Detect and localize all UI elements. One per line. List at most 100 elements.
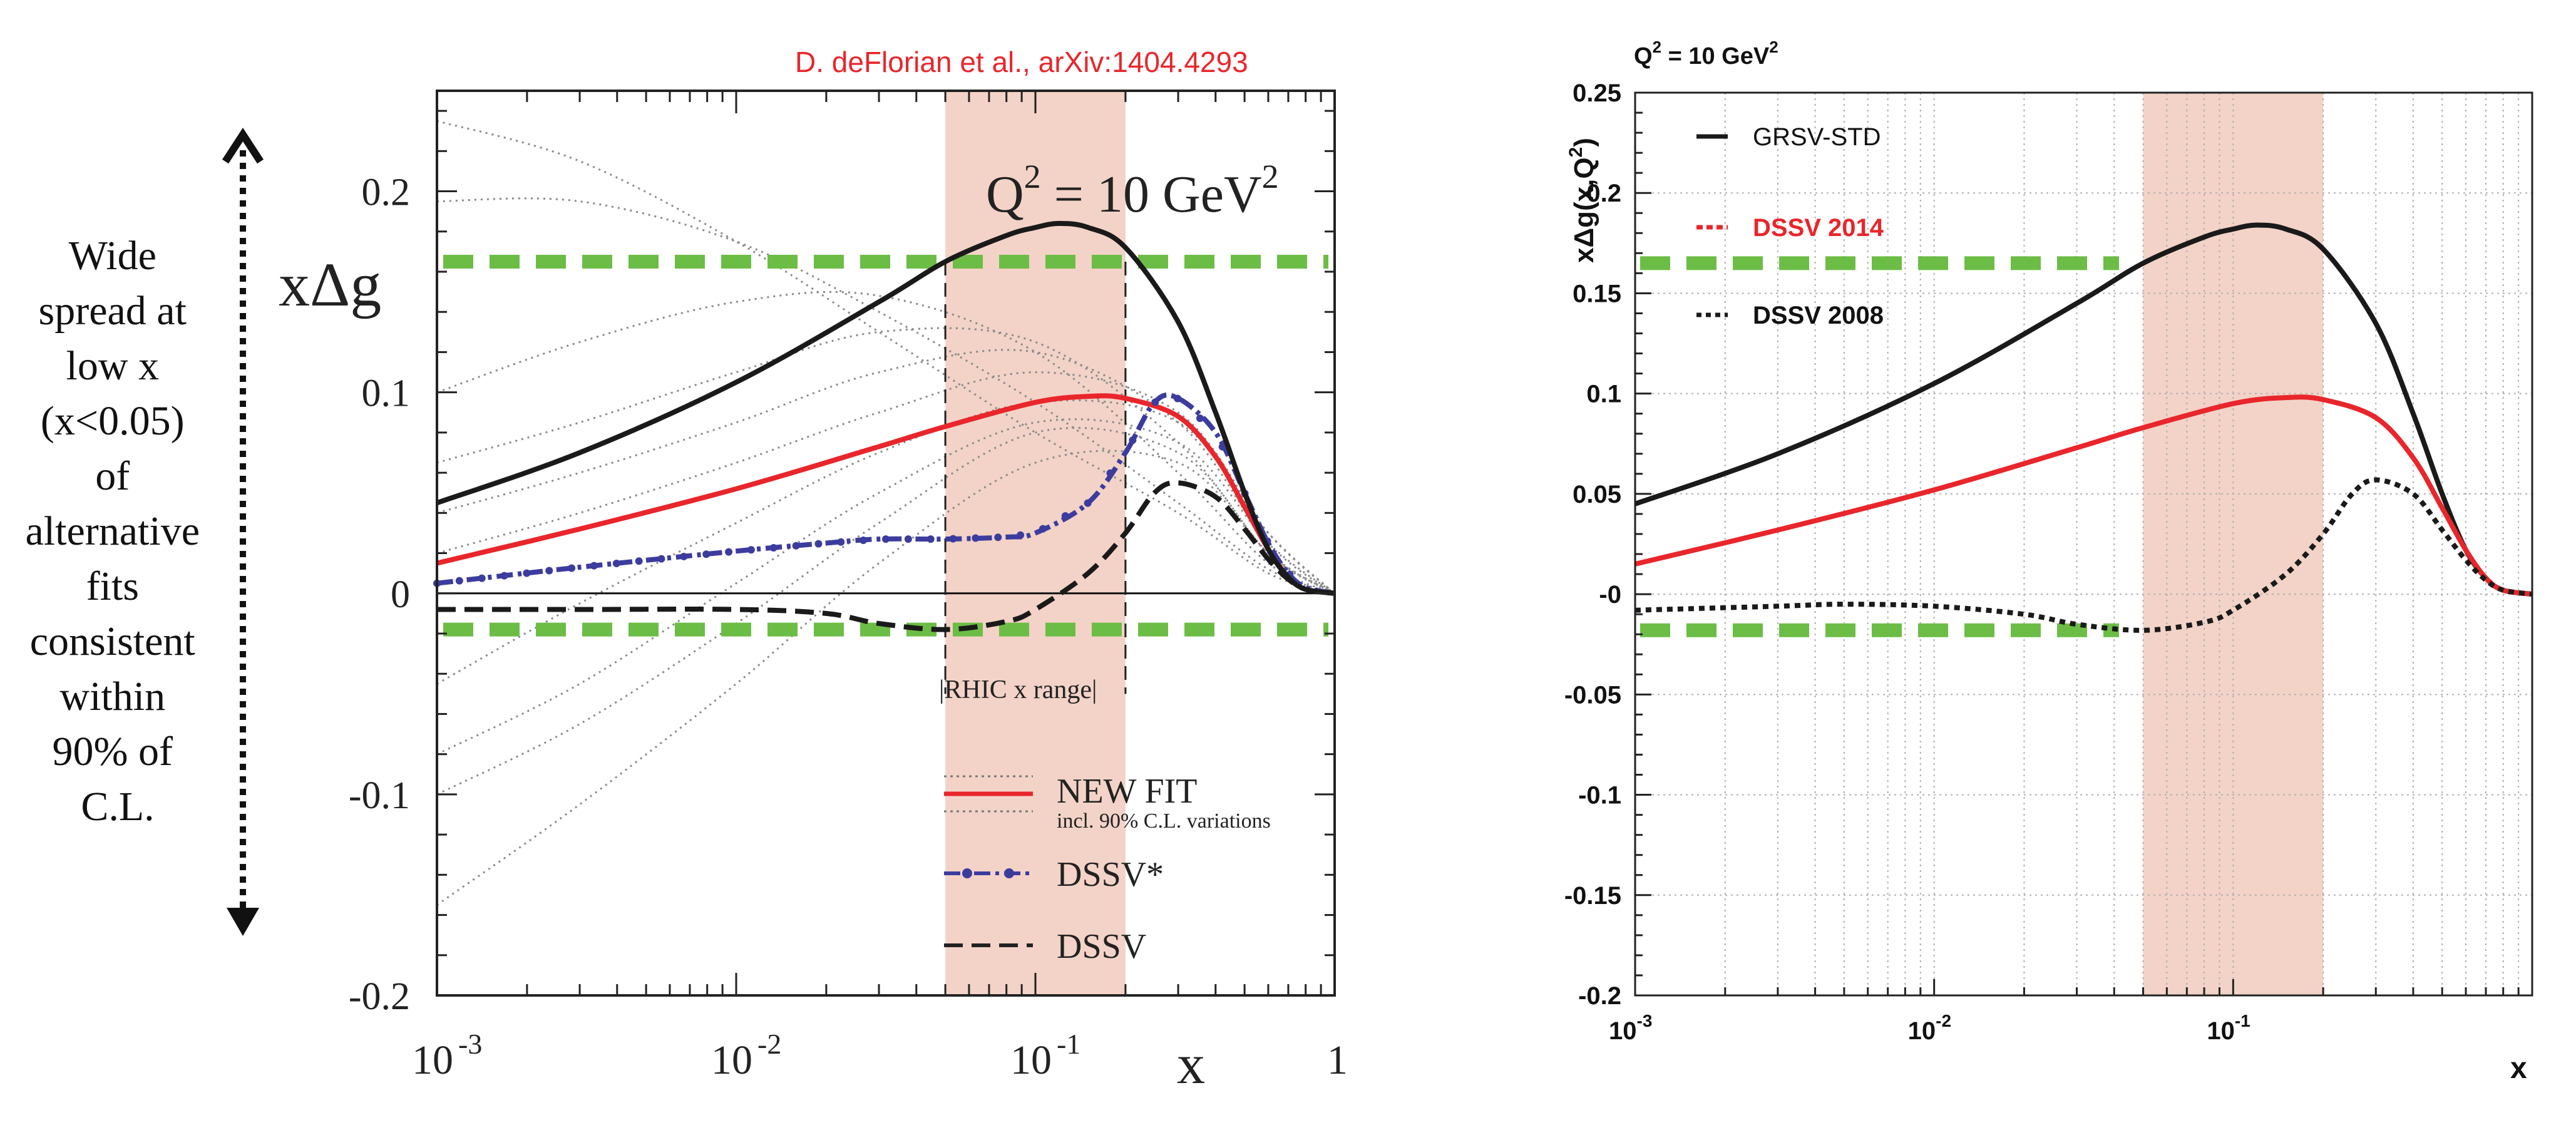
- y-tick-label: -0.15: [1564, 882, 1621, 910]
- x-tick-exponent: -3: [1637, 1011, 1653, 1030]
- legend-new-fit-label: NEW FIT: [1057, 772, 1198, 811]
- annotation-line: 90% of: [53, 729, 173, 774]
- legend-dssv2008-label: DSSV 2008: [1753, 302, 1884, 329]
- right-ticks: [1634, 91, 2520, 997]
- left-legend: NEW FIT incl. 90% C.L. variations DSSV* …: [944, 772, 1271, 966]
- x-tick-label: 10-1: [1010, 1028, 1080, 1083]
- dssv-star-marker: [702, 550, 711, 558]
- y-tick-label: -0.2: [349, 975, 410, 1018]
- y-tick-label: -0: [1599, 581, 1621, 609]
- x-tick-exponent: -2: [757, 1028, 781, 1060]
- x-tick-base: 10: [412, 1037, 453, 1083]
- y-tick-label: 0.1: [1586, 381, 1621, 408]
- variation-curve: [436, 418, 1335, 756]
- y-tick-label: 0: [391, 573, 410, 616]
- annotation-line: low x: [66, 343, 160, 389]
- annotation-line: C.L.: [81, 784, 154, 830]
- dssv-star-marker: [1218, 443, 1226, 451]
- dssv-2008-line: [1634, 477, 2533, 633]
- right-green-levels: [1640, 256, 2119, 637]
- y-tick-label: -0.1: [349, 774, 410, 817]
- right-xlabel: x: [2510, 1052, 2527, 1085]
- right-ylabel-main: xΔg(x,Q: [1569, 157, 1599, 263]
- x-tick-base: 1: [1327, 1037, 1348, 1083]
- right-q2-label: Q2 = 10 GeV2: [1634, 38, 1778, 69]
- left-plot-frame: [436, 90, 1336, 997]
- y-tick-label: -0.1: [1578, 782, 1621, 809]
- left-q2-label: Q2 = 10 GeV2: [986, 158, 1279, 223]
- annotation-line: consistent: [30, 619, 195, 664]
- legend-dssv-star-marker: [962, 868, 972, 878]
- grsv-std-line: [436, 220, 1335, 596]
- x-tick-base: 10: [711, 1037, 752, 1083]
- right-q2-sup2: 2: [1769, 38, 1778, 56]
- annotation-line: (x<0.05): [41, 398, 185, 444]
- left-rhic-label: |RHIC x range|: [939, 676, 1097, 704]
- x-tick-base: 10: [2207, 1017, 2235, 1045]
- x-tick-base: 10: [1609, 1017, 1637, 1045]
- left-chart: D. deFlorian et al., arXiv:1404.4293 0.2…: [279, 46, 1348, 1096]
- left-xtick-labels: 10 -3 10 -2 10 -1 1: [412, 1028, 1348, 1083]
- variation-curve: [436, 427, 1335, 796]
- x-tick-label: 1: [1327, 1037, 1348, 1083]
- dssv-star-marker: [792, 542, 800, 550]
- dssv-star-marker: [657, 555, 665, 563]
- annotation-text: Wide spread at low x (x<0.05) of alterna…: [25, 233, 210, 830]
- legend-grsv-label: GRSV-STD: [1753, 123, 1881, 151]
- annotation: Wide spread at low x (x<0.05) of alterna…: [25, 128, 264, 936]
- dssv-star-marker: [1017, 531, 1025, 539]
- right-ylabel-sup: 2: [1566, 147, 1586, 158]
- x-tick-label: 10-1: [2207, 1011, 2250, 1045]
- dssv-star-marker: [725, 548, 733, 556]
- left-variation-curves: [436, 120, 1336, 906]
- grsv-std-line: [1634, 222, 2533, 597]
- dssv-line: [437, 480, 1335, 632]
- x-tick-label: 10-2: [711, 1028, 781, 1083]
- dssv-star-marker: [926, 535, 935, 543]
- right-q2-sup: 2: [1653, 38, 1661, 56]
- annotation-line: fits: [86, 563, 139, 609]
- x-tick-label: 10-3: [1609, 1011, 1652, 1045]
- right-chart: 0.25 0.2 0.15 0.1 0.05 -0 -0.05 -0.1 -0.15 -0.2 1…: [1564, 38, 2533, 1085]
- dssv-star-marker: [1061, 512, 1069, 520]
- dssv-star-marker: [590, 562, 598, 570]
- left-ytick-labels: 0.2 0.1 0 -0.1 -0.2: [349, 172, 410, 1018]
- left-q2-q: Q: [986, 165, 1024, 223]
- y-tick-label: -0.2: [1578, 982, 1621, 1010]
- dssv-star-marker: [1106, 469, 1114, 477]
- x-tick-exponent: -2: [1936, 1011, 1951, 1030]
- dssv-star-marker: [1039, 525, 1047, 533]
- y-tick-label: 0.15: [1573, 280, 1621, 307]
- left-ylabel: xΔg: [279, 250, 381, 319]
- dssv-star-marker: [949, 535, 957, 543]
- left-q2-sup: 2: [1024, 158, 1041, 195]
- legend-new-fit-sublabel: incl. 90% C.L. variations: [1057, 809, 1271, 833]
- right-xtick-labels: 10-3 10-2 10-1: [1609, 1011, 2250, 1045]
- legend-dssv-star-marker: [1004, 868, 1014, 878]
- x-tick-exponent: -3: [458, 1028, 482, 1060]
- dssv-star-marker: [1129, 436, 1137, 444]
- dssv-star-marker: [882, 535, 890, 543]
- left-ticks: [436, 91, 1335, 997]
- dssv-star-marker: [1084, 499, 1092, 507]
- legend-dssv2014-label: DSSV 2014: [1753, 214, 1884, 242]
- dssv-star-marker: [635, 557, 643, 565]
- annotation-line: spread at: [39, 288, 187, 334]
- variation-curve: [436, 371, 1336, 594]
- left-xlabel: x: [1177, 1034, 1205, 1096]
- dssv-star-marker: [837, 538, 845, 546]
- variation-curve: [436, 290, 1335, 595]
- dssv-star-marker: [612, 559, 620, 567]
- spread-arrow-down-head: [227, 908, 259, 936]
- right-legend: GRSV-STD DSSV 2014 DSSV 2008: [1696, 123, 1884, 329]
- dssv-star-marker: [904, 535, 912, 543]
- left-q2-rest: = 10 GeV: [1041, 165, 1262, 223]
- x-tick-base: 10: [1908, 1017, 1936, 1045]
- dssv-star-marker: [1174, 394, 1182, 403]
- dssv-star-marker: [455, 577, 463, 585]
- variation-curve: [436, 327, 1335, 595]
- dssv-star-marker: [568, 564, 576, 572]
- dssv-star-marker: [1196, 414, 1204, 423]
- spread-arrow-up-head: [222, 128, 264, 164]
